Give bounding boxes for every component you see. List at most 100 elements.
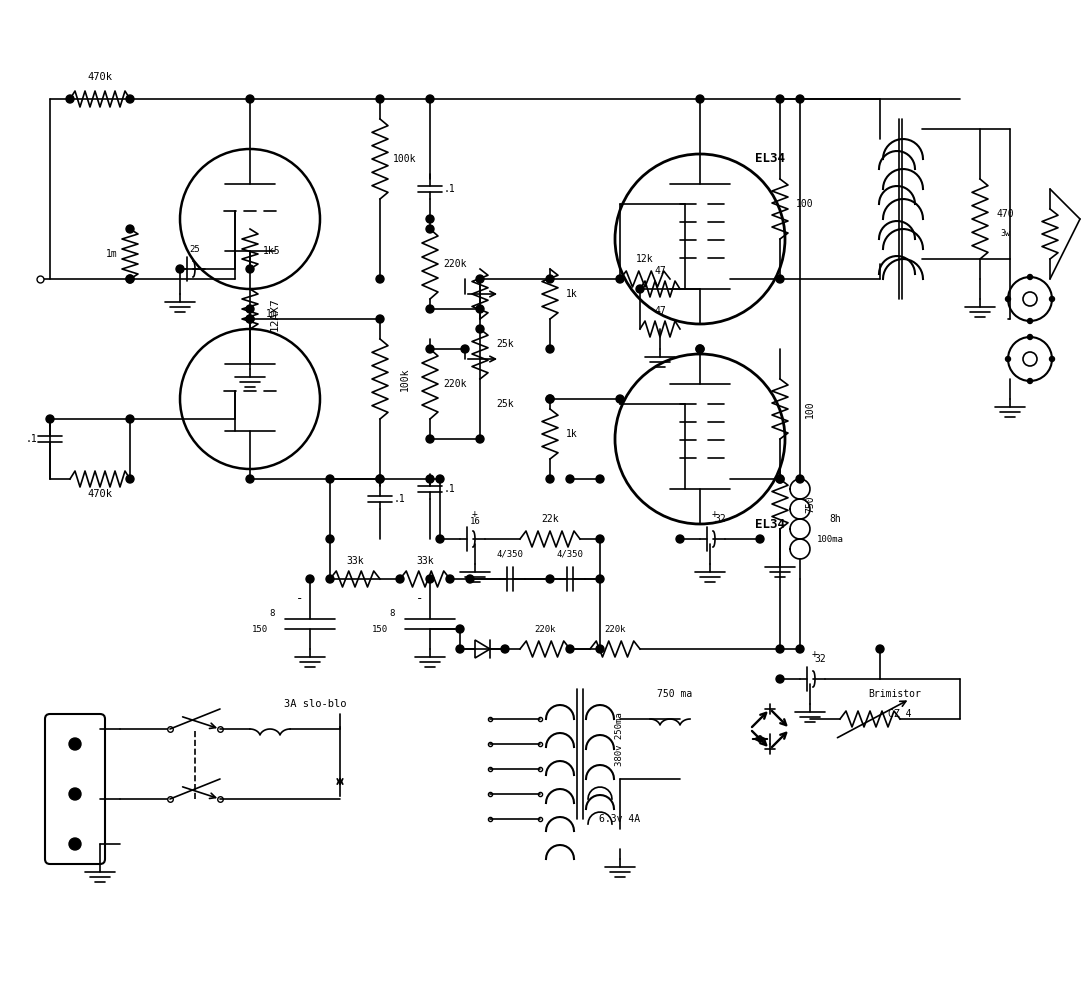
Circle shape [246,305,254,313]
Circle shape [876,645,883,653]
Text: +: + [812,649,818,659]
Text: 100k: 100k [400,368,410,391]
Circle shape [69,788,81,800]
Circle shape [176,265,184,273]
Text: 750 ma: 750 ma [657,689,693,699]
Circle shape [546,395,554,403]
Text: 47: 47 [654,266,666,276]
Circle shape [776,645,784,653]
Text: 220k: 220k [443,259,467,269]
Circle shape [376,475,384,483]
Text: 32: 32 [714,514,726,524]
Circle shape [396,575,404,583]
Circle shape [126,475,134,483]
Text: 100: 100 [796,199,814,209]
Circle shape [326,475,334,483]
Circle shape [246,95,254,103]
Circle shape [246,265,254,273]
Text: 16: 16 [469,516,480,525]
Circle shape [616,275,624,283]
Circle shape [756,535,764,543]
Circle shape [1028,335,1032,340]
Circle shape [1006,357,1010,362]
Circle shape [1006,297,1010,302]
Circle shape [796,95,804,103]
Circle shape [776,275,784,283]
Text: 33k: 33k [346,556,364,566]
Text: -: - [416,592,424,605]
Text: 3w: 3w [1001,230,1010,239]
Text: 12AX7: 12AX7 [270,297,280,331]
Text: 33k: 33k [416,556,434,566]
Text: 3A slo-blo: 3A slo-blo [284,699,346,709]
Text: 25: 25 [190,245,201,254]
Text: 150: 150 [251,624,268,633]
Circle shape [69,738,81,750]
Circle shape [376,475,384,483]
Text: .1: .1 [26,434,38,444]
Circle shape [66,95,74,103]
Text: 1m: 1m [106,249,118,259]
Text: -: - [296,592,304,605]
Circle shape [501,645,509,653]
Circle shape [126,95,134,103]
Circle shape [476,435,483,443]
Circle shape [1028,275,1032,280]
Text: 470k: 470k [88,72,113,82]
Text: +: + [472,509,478,519]
Circle shape [426,345,434,353]
Circle shape [1049,297,1055,302]
Text: 100: 100 [805,401,815,418]
Text: 380v 250ma: 380v 250ma [616,712,624,766]
Circle shape [1028,379,1032,384]
Circle shape [246,315,254,323]
Circle shape [426,305,434,313]
Circle shape [306,575,314,583]
Text: 8h: 8h [829,514,841,524]
Circle shape [796,475,804,483]
Circle shape [596,575,604,583]
Circle shape [476,305,483,313]
Text: .1: .1 [395,494,405,504]
Circle shape [69,838,81,850]
Text: 4/350: 4/350 [496,549,524,558]
Text: EL34: EL34 [754,517,785,530]
Circle shape [436,535,444,543]
Circle shape [436,475,444,483]
Text: 22k: 22k [541,514,559,524]
Circle shape [376,315,384,323]
Circle shape [246,315,254,323]
Circle shape [636,285,644,293]
Circle shape [776,475,784,483]
Text: 1k: 1k [566,429,578,439]
Circle shape [46,415,54,423]
Circle shape [596,535,604,543]
Circle shape [1049,357,1055,362]
Circle shape [776,95,784,103]
Circle shape [566,645,575,653]
Text: CZ 4: CZ 4 [888,709,912,719]
Text: 32: 32 [814,654,826,664]
Circle shape [376,95,384,103]
Circle shape [426,575,434,583]
Text: 1k5: 1k5 [263,246,281,256]
Text: 750: 750 [805,496,815,512]
Text: 8: 8 [389,609,395,618]
Circle shape [1028,319,1032,324]
Circle shape [426,435,434,443]
Circle shape [126,275,134,283]
Circle shape [696,345,704,353]
Circle shape [466,575,474,583]
Circle shape [326,535,334,543]
Polygon shape [475,640,490,658]
Text: 150: 150 [372,624,388,633]
Text: .1: .1 [444,484,456,494]
Text: 4/350: 4/350 [556,549,583,558]
Circle shape [456,645,464,653]
Text: 6.3v 4A: 6.3v 4A [599,814,641,824]
Text: 100ma: 100ma [816,534,843,543]
Text: EL34: EL34 [754,153,785,166]
Circle shape [776,675,784,683]
Circle shape [546,275,554,283]
Circle shape [596,475,604,483]
